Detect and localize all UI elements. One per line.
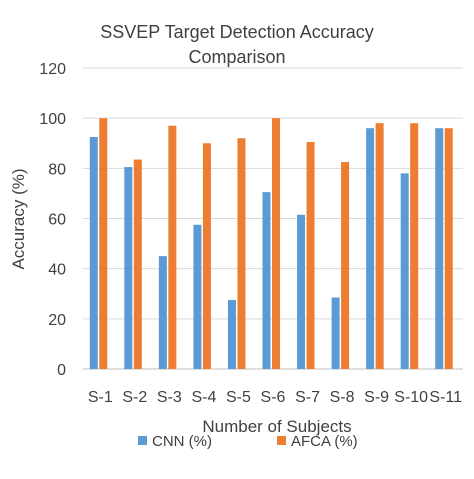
bar-afca-s-6 <box>272 118 280 370</box>
legend-label-afca: AFCA (%) <box>291 433 358 450</box>
bar-cnn-s-2 <box>124 167 133 369</box>
bar-afca-s-5 <box>237 138 246 369</box>
bar-afca-s-11 <box>444 128 453 369</box>
bar-afca-s-8 <box>341 162 350 369</box>
y-tick-label: 60 <box>48 212 66 229</box>
x-tick-label: S-8 <box>330 389 355 406</box>
x-tick-label: S-1 <box>88 389 113 406</box>
legend-swatch-afca <box>277 436 286 445</box>
bar-cnn-s-5 <box>227 300 236 369</box>
y-axis-ticks: 0 20 40 60 80 100 120 <box>39 61 66 379</box>
bar-cnn-s-10 <box>400 173 409 369</box>
y-tick-label: 40 <box>48 262 66 279</box>
bar-afca-s-2 <box>133 159 142 369</box>
chart-title-line-2: Comparison <box>188 47 285 67</box>
bar-cnn-s-11 <box>435 128 444 369</box>
x-tick-label: S-3 <box>157 389 182 406</box>
y-tick-label: 100 <box>39 111 66 128</box>
bar-afca-s-1 <box>99 118 108 370</box>
x-axis-ticks: S-1 S-2 S-3 S-4 S-5 S-6 S-7 S-8 S-9 S-10 S-11 <box>88 389 462 406</box>
bar-afca-s-7 <box>306 141 315 369</box>
legend-label-cnn: CNN (%) <box>152 433 212 450</box>
bar-afca-s-3 <box>168 125 177 369</box>
bar-cnn-s-4 <box>193 224 202 369</box>
y-tick-label: 0 <box>57 362 66 379</box>
x-tick-label: S-6 <box>261 389 286 406</box>
bars <box>89 118 453 370</box>
bar-cnn-s-1 <box>89 136 98 369</box>
y-tick-label: 80 <box>48 161 66 178</box>
legend: CNN (%) AFCA (%) <box>138 433 358 450</box>
x-tick-label: S-5 <box>226 389 251 406</box>
x-tick-label: S-10 <box>394 389 428 406</box>
y-axis-label: Accuracy (%) <box>9 168 28 269</box>
bar-cnn-s-3 <box>158 256 167 369</box>
chart-title-line-1: SSVEP Target Detection Accuracy <box>100 22 373 42</box>
y-tick-label: 120 <box>39 61 66 78</box>
x-axis-label: Number of Subjects <box>202 417 351 436</box>
x-tick-label: S-11 <box>429 389 462 406</box>
x-tick-label: S-7 <box>295 389 320 406</box>
bar-afca-s-9 <box>375 123 384 369</box>
bar-afca-s-10 <box>410 123 419 369</box>
bar-cnn-s-7 <box>297 214 306 369</box>
bar-cnn-s-9 <box>366 128 375 369</box>
legend-swatch-cnn <box>138 436 147 445</box>
x-tick-label: S-9 <box>364 389 389 406</box>
bar-cnn-s-8 <box>331 297 340 369</box>
bar-afca-s-4 <box>202 143 211 369</box>
bar-cnn-s-6 <box>262 192 271 369</box>
x-tick-label: S-2 <box>122 389 147 406</box>
x-tick-label: S-4 <box>191 389 216 406</box>
y-tick-label: 20 <box>48 312 66 329</box>
